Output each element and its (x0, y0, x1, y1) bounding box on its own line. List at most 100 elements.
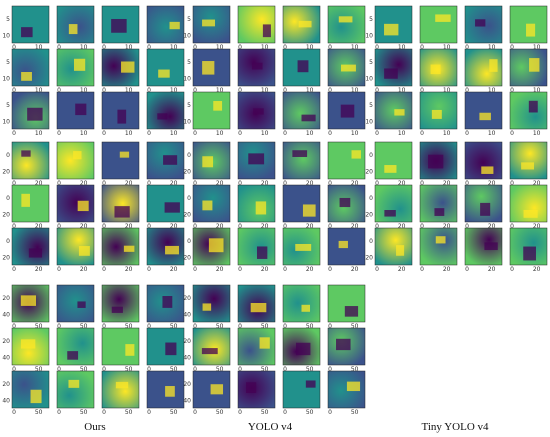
feature-activation-spot (164, 202, 180, 213)
x-tick-label: 10 (170, 44, 178, 51)
x-tick-label: 0 (238, 180, 242, 187)
x-tick-label: 50 (216, 323, 224, 330)
feature-activation-spot (523, 246, 536, 261)
x-tick-label: 0 (193, 44, 197, 51)
feature-activation-spot (28, 248, 43, 258)
x-tick-label: 50 (351, 366, 359, 373)
x-tick-label: 0 (147, 323, 151, 330)
y-tick-label: 40 (183, 354, 191, 361)
x-tick-label: 10 (351, 87, 359, 94)
y-tick-label: 10 (183, 75, 191, 82)
feature-activation-spot (111, 18, 127, 33)
feature-activation-spot (344, 306, 359, 317)
x-tick-label: 50 (125, 366, 133, 373)
x-tick-label: 50 (306, 323, 314, 330)
x-tick-label: 0 (102, 180, 106, 187)
x-tick-label: 0 (420, 266, 424, 273)
x-tick-label: 20 (533, 223, 541, 230)
feature-activation-spot (253, 108, 264, 115)
x-tick-label: 10 (35, 130, 43, 137)
feature-activation-spot (125, 344, 135, 356)
feature-map-tile (282, 141, 321, 180)
feature-activation-spot (248, 153, 265, 165)
feature-map-tile (327, 5, 366, 44)
y-tick-label: 0 (6, 152, 10, 159)
feature-activation-spot (202, 156, 214, 168)
x-tick-label: 0 (375, 87, 379, 94)
y-tick-label: 40 (183, 311, 191, 318)
x-tick-label: 0 (510, 223, 514, 230)
x-tick-label: 10 (80, 87, 88, 94)
feature-map-tile (192, 284, 231, 323)
x-tick-label: 20 (170, 223, 178, 230)
x-tick-label: 20 (488, 266, 496, 273)
x-tick-label: 20 (443, 180, 451, 187)
feature-map-tile (327, 141, 366, 180)
x-tick-label: 0 (102, 409, 106, 416)
x-tick-label: 20 (261, 266, 269, 273)
feature-activation-spot (169, 21, 180, 30)
feature-map-tile (282, 284, 321, 323)
x-tick-label: 0 (238, 409, 242, 416)
feature-map-tile (509, 91, 548, 130)
y-tick-label: 20 (2, 381, 10, 388)
feature-activation-spot (301, 304, 311, 312)
feature-activation-spot (338, 16, 353, 23)
feature-activation-spot (73, 58, 86, 71)
x-tick-label: 0 (420, 87, 424, 94)
x-tick-label: 20 (80, 223, 88, 230)
x-tick-label: 0 (420, 223, 424, 230)
x-tick-label: 0 (375, 130, 379, 137)
feature-activation-spot (481, 166, 494, 174)
x-tick-label: 50 (306, 409, 314, 416)
feature-map-tile (419, 184, 458, 223)
feature-activation-spot (157, 113, 168, 120)
y-tick-label: 10 (183, 118, 191, 125)
feature-activation-spot (295, 342, 311, 356)
feature-map-tile (464, 91, 503, 130)
x-tick-label: 0 (283, 223, 287, 230)
x-tick-label: 10 (398, 87, 406, 94)
feature-activation-spot (213, 101, 223, 111)
y-tick-label: 40 (2, 354, 10, 361)
x-tick-label: 0 (420, 180, 424, 187)
feature-activation-spot (165, 386, 175, 397)
x-tick-label: 0 (328, 366, 332, 373)
feature-activation-spot (339, 197, 351, 208)
feature-activation-spot (114, 206, 130, 218)
feature-activation-spot (27, 107, 43, 121)
x-tick-label: 0 (102, 130, 106, 137)
x-tick-label: 0 (283, 87, 287, 94)
x-tick-label: 0 (193, 87, 197, 94)
x-tick-label: 0 (57, 87, 61, 94)
y-tick-label: 20 (2, 338, 10, 345)
x-tick-label: 50 (216, 366, 224, 373)
y-tick-label: 10 (365, 32, 373, 39)
x-tick-label: 10 (261, 44, 269, 51)
x-tick-label: 0 (283, 44, 287, 51)
x-tick-label: 0 (465, 44, 469, 51)
x-tick-label: 0 (57, 409, 61, 416)
x-tick-label: 0 (465, 223, 469, 230)
feature-activation-spot (119, 151, 130, 158)
y-tick-label: 20 (2, 168, 10, 175)
feature-activation-spot (528, 100, 538, 113)
x-tick-label: 20 (398, 223, 406, 230)
x-tick-label: 20 (533, 180, 541, 187)
feature-map-tile (237, 227, 276, 266)
feature-activation-spot (210, 384, 224, 395)
feature-activation-spot (123, 245, 135, 252)
x-tick-label: 0 (147, 366, 151, 373)
feature-activation-spot (346, 381, 361, 392)
x-tick-label: 20 (398, 180, 406, 187)
x-tick-label: 0 (12, 44, 16, 51)
x-tick-label: 0 (12, 87, 16, 94)
x-tick-label: 50 (80, 323, 88, 330)
x-tick-label: 20 (488, 180, 496, 187)
feature-map-tile (101, 370, 140, 409)
feature-activation-spot (20, 295, 36, 306)
x-tick-label: 0 (57, 44, 61, 51)
feature-activation-spot (255, 201, 267, 215)
y-tick-label: 0 (369, 152, 373, 159)
x-tick-label: 0 (328, 87, 332, 94)
